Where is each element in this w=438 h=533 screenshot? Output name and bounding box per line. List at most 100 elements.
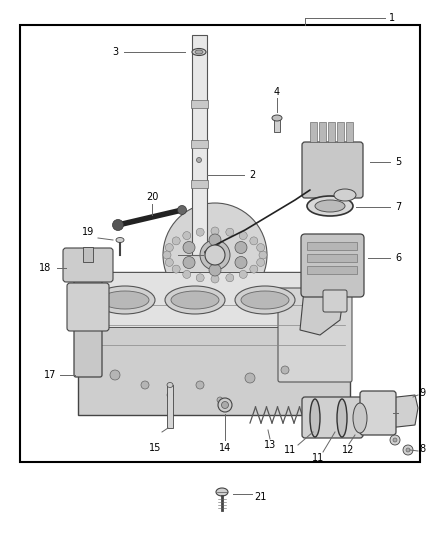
Circle shape <box>172 265 180 273</box>
Circle shape <box>406 448 410 452</box>
Ellipse shape <box>272 115 282 121</box>
Text: 15: 15 <box>149 443 161 453</box>
Bar <box>20 25 420 462</box>
Circle shape <box>163 203 267 307</box>
Text: 9: 9 <box>419 388 425 398</box>
Circle shape <box>259 251 267 259</box>
Circle shape <box>209 234 221 246</box>
Ellipse shape <box>353 403 367 433</box>
Text: 10: 10 <box>396 405 408 415</box>
Ellipse shape <box>334 189 356 201</box>
Circle shape <box>205 245 225 265</box>
Circle shape <box>250 265 258 273</box>
Circle shape <box>172 237 180 245</box>
Ellipse shape <box>315 200 345 212</box>
Bar <box>83 272 345 327</box>
Circle shape <box>113 220 124 230</box>
FancyBboxPatch shape <box>301 234 364 297</box>
Circle shape <box>245 373 255 383</box>
Text: 5: 5 <box>395 157 401 167</box>
Ellipse shape <box>337 399 347 437</box>
FancyBboxPatch shape <box>302 397 363 438</box>
Circle shape <box>239 231 247 240</box>
FancyBboxPatch shape <box>360 391 396 435</box>
Text: 12: 12 <box>342 445 354 455</box>
Circle shape <box>235 256 247 269</box>
Text: 3: 3 <box>112 47 118 57</box>
FancyBboxPatch shape <box>302 142 363 198</box>
Text: 6: 6 <box>395 253 401 263</box>
Text: 11: 11 <box>284 445 296 455</box>
Circle shape <box>209 264 221 276</box>
Circle shape <box>393 438 397 442</box>
Ellipse shape <box>216 488 228 496</box>
Text: 13: 13 <box>264 440 276 450</box>
Ellipse shape <box>195 50 203 54</box>
Circle shape <box>390 435 400 445</box>
Text: 16: 16 <box>162 250 174 260</box>
Circle shape <box>166 244 173 252</box>
Ellipse shape <box>192 49 206 55</box>
Circle shape <box>226 274 234 282</box>
Polygon shape <box>368 395 418 430</box>
Bar <box>78 272 350 415</box>
Bar <box>192 35 207 255</box>
Bar <box>191 100 208 108</box>
Circle shape <box>218 398 232 412</box>
Circle shape <box>239 270 247 278</box>
Ellipse shape <box>307 196 353 216</box>
Bar <box>274 118 280 132</box>
Text: 4: 4 <box>274 87 280 97</box>
Ellipse shape <box>167 383 173 387</box>
Circle shape <box>217 397 223 403</box>
Text: 14: 14 <box>219 443 231 453</box>
Bar <box>337 122 344 142</box>
Circle shape <box>403 445 413 455</box>
Circle shape <box>235 241 247 254</box>
Circle shape <box>196 381 204 389</box>
Circle shape <box>166 259 173 266</box>
Text: 8: 8 <box>419 444 425 454</box>
Circle shape <box>211 227 219 235</box>
Bar <box>328 122 335 142</box>
Bar <box>191 180 208 188</box>
Text: 21: 21 <box>254 492 266 502</box>
Ellipse shape <box>235 286 295 314</box>
Circle shape <box>167 392 173 398</box>
Circle shape <box>200 240 230 270</box>
Bar <box>346 122 353 142</box>
Polygon shape <box>300 270 345 335</box>
Circle shape <box>183 241 195 254</box>
Text: 11: 11 <box>312 453 324 463</box>
Circle shape <box>211 275 219 283</box>
Bar <box>191 140 208 148</box>
Circle shape <box>281 366 289 374</box>
Bar <box>310 122 317 142</box>
Text: 17: 17 <box>44 370 56 380</box>
Circle shape <box>197 157 201 163</box>
Circle shape <box>257 259 265 266</box>
Circle shape <box>110 370 120 380</box>
Text: 2: 2 <box>249 170 255 180</box>
Ellipse shape <box>310 399 320 437</box>
Ellipse shape <box>165 286 225 314</box>
Ellipse shape <box>171 291 219 309</box>
Ellipse shape <box>241 291 289 309</box>
Circle shape <box>163 251 171 259</box>
Text: 7: 7 <box>395 202 401 212</box>
FancyBboxPatch shape <box>63 248 113 282</box>
Bar <box>307 266 357 274</box>
Circle shape <box>183 231 191 240</box>
Bar <box>319 122 326 142</box>
FancyBboxPatch shape <box>323 290 347 312</box>
Text: 1: 1 <box>389 13 395 23</box>
Circle shape <box>250 237 258 245</box>
Circle shape <box>257 244 265 252</box>
Bar <box>83 247 93 262</box>
Circle shape <box>141 381 149 389</box>
FancyBboxPatch shape <box>74 276 102 377</box>
Circle shape <box>183 256 195 269</box>
Circle shape <box>196 274 204 282</box>
Bar <box>167 385 173 428</box>
Circle shape <box>226 228 234 236</box>
